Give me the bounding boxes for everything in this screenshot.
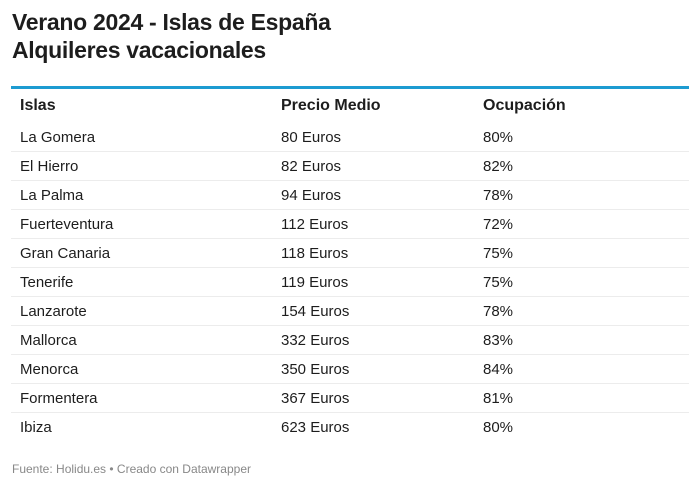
price-cell: 112 Euros bbox=[272, 209, 474, 239]
data-table: Islas Precio Medio Ocupación La Gomera 80… bbox=[11, 86, 689, 441]
header-row: Islas Precio Medio Ocupación bbox=[11, 88, 689, 124]
occupancy-cell: 80% bbox=[474, 123, 689, 152]
table-row: Lanzarote 154 Euros 78% bbox=[11, 296, 689, 326]
table-row: Menorca 350 Euros 84% bbox=[11, 354, 689, 384]
island-cell: El Hierro bbox=[11, 151, 272, 181]
island-cell: Menorca bbox=[11, 354, 272, 384]
occupancy-cell: 75% bbox=[474, 267, 689, 297]
price-cell: 118 Euros bbox=[272, 238, 474, 268]
occupancy-cell: 82% bbox=[474, 151, 689, 181]
occupancy-cell: 72% bbox=[474, 209, 689, 239]
island-cell: Fuerteventura bbox=[11, 209, 272, 239]
island-cell: La Gomera bbox=[11, 123, 272, 152]
column-header-precio[interactable]: Precio Medio bbox=[281, 97, 381, 114]
island-cell: Gran Canaria bbox=[11, 238, 272, 268]
table-row: La Gomera 80 Euros 80% bbox=[11, 123, 689, 152]
column-header-islas[interactable]: Islas bbox=[20, 97, 56, 114]
island-cell: Ibiza bbox=[20, 418, 52, 436]
occupancy-cell: 84% bbox=[474, 354, 689, 384]
footer-source: Fuente: Holidu.es • Creado con Datawrapp… bbox=[12, 462, 251, 476]
occupancy-cell: 75% bbox=[474, 238, 689, 268]
price-cell: 367 Euros bbox=[272, 383, 474, 413]
table-row: Mallorca 332 Euros 83% bbox=[11, 325, 689, 355]
occupancy-cell: 81% bbox=[474, 383, 689, 413]
column-header-ocupacion[interactable]: Ocupación bbox=[483, 97, 566, 114]
island-cell: Tenerife bbox=[11, 267, 272, 297]
island-cell: Formentera bbox=[11, 383, 272, 413]
table-row: Fuerteventura 112 Euros 72% bbox=[11, 209, 689, 239]
island-cell: Lanzarote bbox=[11, 296, 272, 326]
price-cell: 82 Euros bbox=[272, 151, 474, 181]
price-cell: 94 Euros bbox=[272, 180, 474, 210]
chart-title: Verano 2024 - Islas de España Alquileres… bbox=[12, 8, 331, 64]
price-cell: 332 Euros bbox=[272, 325, 474, 355]
price-cell: 154 Euros bbox=[272, 296, 474, 326]
table-row: Formentera 367 Euros 81% bbox=[11, 383, 689, 413]
occupancy-cell: 78% bbox=[474, 180, 689, 210]
occupancy-cell: 78% bbox=[474, 296, 689, 326]
occupancy-cell: 83% bbox=[474, 325, 689, 355]
table-row: Gran Canaria 118 Euros 75% bbox=[11, 238, 689, 268]
island-cell: Mallorca bbox=[11, 325, 272, 355]
table-row: La Palma 94 Euros 78% bbox=[11, 180, 689, 210]
price-cell: 623 Euros bbox=[281, 418, 350, 436]
title-line-1: Verano 2024 - Islas de España bbox=[12, 9, 331, 35]
table-row: Ibiza 623 Euros 80% bbox=[11, 413, 689, 442]
island-cell: La Palma bbox=[11, 180, 272, 210]
price-cell: 350 Euros bbox=[272, 354, 474, 384]
price-cell: 119 Euros bbox=[272, 267, 474, 297]
occupancy-cell: 80% bbox=[483, 418, 514, 436]
table-row: El Hierro 82 Euros 82% bbox=[11, 151, 689, 181]
title-line-2: Alquileres vacacionales bbox=[12, 37, 266, 63]
price-cell: 80 Euros bbox=[272, 123, 474, 152]
table-row: Tenerife 119 Euros 75% bbox=[11, 267, 689, 297]
